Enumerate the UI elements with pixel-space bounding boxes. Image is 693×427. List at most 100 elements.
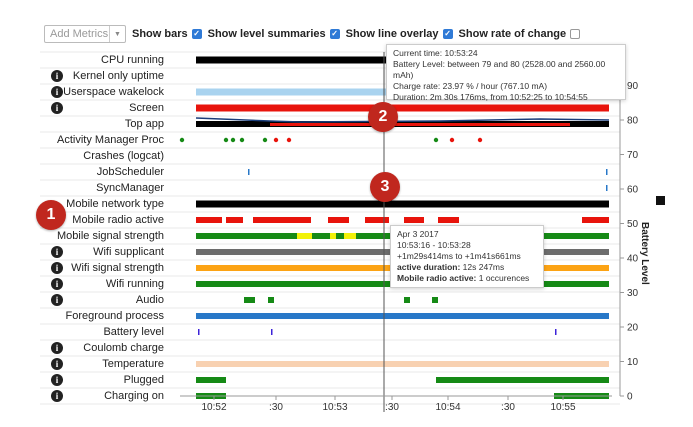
info-icon[interactable]: i: [51, 102, 63, 114]
jobscheduler-tick: [606, 169, 608, 175]
info-icon[interactable]: i: [51, 246, 63, 258]
timeline-bar: [365, 217, 389, 223]
timeline-bar: [196, 200, 609, 208]
y-axis-tick-label: 0: [627, 392, 633, 403]
activity-dot: [179, 137, 185, 143]
row-wifi-signal-strength: i Wifi signal strength: [40, 260, 192, 276]
tooltip-range: 10:53:16 - 10:53:28: [397, 240, 471, 250]
radio-tooltip: Apr 3 2017 10:53:16 - 10:53:28 +1m29s414…: [390, 225, 544, 288]
timeline-bar: [330, 233, 336, 239]
row-audio: i Audio: [40, 292, 192, 308]
show-line-overlay-option[interactable]: Show line overlay ✓: [346, 28, 453, 40]
row-syncmanager: SyncManager: [40, 180, 192, 196]
x-axis-tick-label: 10:54: [435, 402, 460, 413]
tooltip-duration: active duration: 12s 247ms: [397, 262, 537, 273]
timeline-bar: [253, 217, 311, 223]
info-icon[interactable]: i: [51, 262, 63, 274]
timeline-bar: [226, 217, 243, 223]
tooltip-date: Apr 3 2017: [397, 229, 439, 239]
show-line-overlay-checkbox[interactable]: ✓: [442, 29, 453, 39]
row-userspace-wakelock: i Userspace wakelock: [40, 84, 192, 100]
callout-badge-2: 2: [368, 102, 398, 132]
tooltip-line: Battery Level: between 79 and 80 (2528.0…: [393, 59, 606, 80]
row-label: Top app: [124, 118, 164, 130]
y-axis-tick-label: 40: [627, 254, 639, 265]
show-level-summaries-option[interactable]: Show level summaries ✓: [208, 28, 340, 40]
row-label: Charging on: [104, 390, 164, 402]
timeline-bar: [436, 377, 609, 383]
timeline-bar: [270, 123, 570, 126]
activity-dot: [433, 137, 439, 143]
activity-dot: [449, 137, 455, 143]
y-axis-tick-label: 20: [627, 323, 639, 334]
battery-tooltip: Current time: 10:53:24 Battery Level: be…: [386, 44, 626, 102]
info-icon[interactable]: i: [51, 390, 63, 402]
info-icon[interactable]: i: [51, 358, 63, 370]
activity-dot: [477, 137, 483, 143]
activity-dot: [223, 137, 229, 143]
activity-dot: [239, 137, 245, 143]
timeline-bar: [438, 217, 459, 223]
show-bars-label: Show bars: [132, 28, 188, 40]
activity-dot: [286, 137, 292, 143]
info-icon[interactable]: i: [51, 278, 63, 290]
y-axis-tick-label: 60: [627, 185, 639, 196]
row-label: Plugged: [123, 374, 164, 386]
row-mobile-network-type: Mobile network type: [40, 196, 192, 212]
row-label: Wifi supplicant: [93, 246, 164, 258]
chevron-down-icon[interactable]: ▼: [109, 26, 125, 42]
row-kernel-only-uptime: i Kernel only uptime: [40, 68, 192, 84]
timeline-bar: [344, 233, 356, 239]
metric-labels: CPU running i Kernel only uptime i Userspa…: [40, 52, 192, 404]
row-cpu-running: CPU running: [40, 52, 192, 68]
row-activity-manager-proc: Activity Manager Proc: [40, 132, 192, 148]
toolbar: Add Metrics ▼ Show bars ✓ Show level sum…: [44, 24, 581, 44]
x-axis-tick-label: 10:53: [322, 402, 347, 413]
info-icon[interactable]: i: [51, 342, 63, 354]
callout-badge-3: 3: [370, 172, 400, 202]
y-axis-tick-label: 80: [627, 116, 639, 127]
timeline-bar: [196, 217, 222, 223]
timeline-bar: [582, 217, 609, 223]
timeline-bar: [312, 233, 330, 239]
info-icon[interactable]: i: [51, 86, 63, 98]
row-wifi-running: i Wifi running: [40, 276, 192, 292]
row-top-app: Top app: [40, 116, 192, 132]
show-level-summaries-checkbox[interactable]: ✓: [329, 29, 340, 39]
row-foreground-process: Foreground process: [40, 308, 192, 324]
row-coulomb-charge: i Coulomb charge: [40, 340, 192, 356]
info-icon[interactable]: i: [51, 294, 63, 306]
row-label: Mobile radio active: [72, 214, 164, 226]
jobscheduler-tick: [248, 169, 250, 175]
row-label: Kernel only uptime: [72, 70, 164, 82]
row-label: Foreground process: [65, 310, 164, 322]
row-temperature: i Temperature: [40, 356, 192, 372]
row-label: Audio: [135, 294, 164, 306]
show-bars-checkbox[interactable]: ✓: [191, 29, 202, 39]
tooltip-active: Mobile radio active: 1 occurences: [397, 273, 537, 284]
info-icon[interactable]: i: [51, 70, 63, 82]
row-charging-on: i Charging on: [40, 388, 192, 404]
row-label: Temperature: [102, 358, 164, 370]
row-label: Mobile network type: [66, 198, 164, 210]
show-bars-option[interactable]: Show bars ✓: [132, 28, 202, 40]
add-metrics-dropdown[interactable]: Add Metrics ▼: [44, 25, 126, 43]
row-screen: i Screen: [40, 100, 192, 116]
timeline-bar: [432, 297, 438, 303]
row-label: Coulomb charge: [83, 342, 164, 354]
tooltip-line: Charge rate: 23.97 % / hour (767.10 mA): [393, 81, 548, 91]
timeline-bar: [196, 104, 609, 112]
show-rate-of-change-label: Show rate of change: [458, 28, 567, 40]
timeline-bar: [328, 217, 349, 223]
timeline-bar: [404, 297, 410, 303]
show-rate-of-change-checkbox[interactable]: [570, 29, 581, 39]
info-icon[interactable]: i: [51, 374, 63, 386]
tooltip-duration-label: active duration:: [397, 262, 461, 272]
timeline-bar: [268, 297, 274, 303]
timeline-bar: [404, 217, 424, 223]
row-label: Activity Manager Proc: [57, 134, 164, 146]
activity-dot: [273, 137, 279, 143]
x-axis-tick-label: :30: [269, 402, 283, 413]
show-rate-of-change-option[interactable]: Show rate of change: [459, 28, 581, 40]
syncmanager-tick: [606, 185, 608, 191]
